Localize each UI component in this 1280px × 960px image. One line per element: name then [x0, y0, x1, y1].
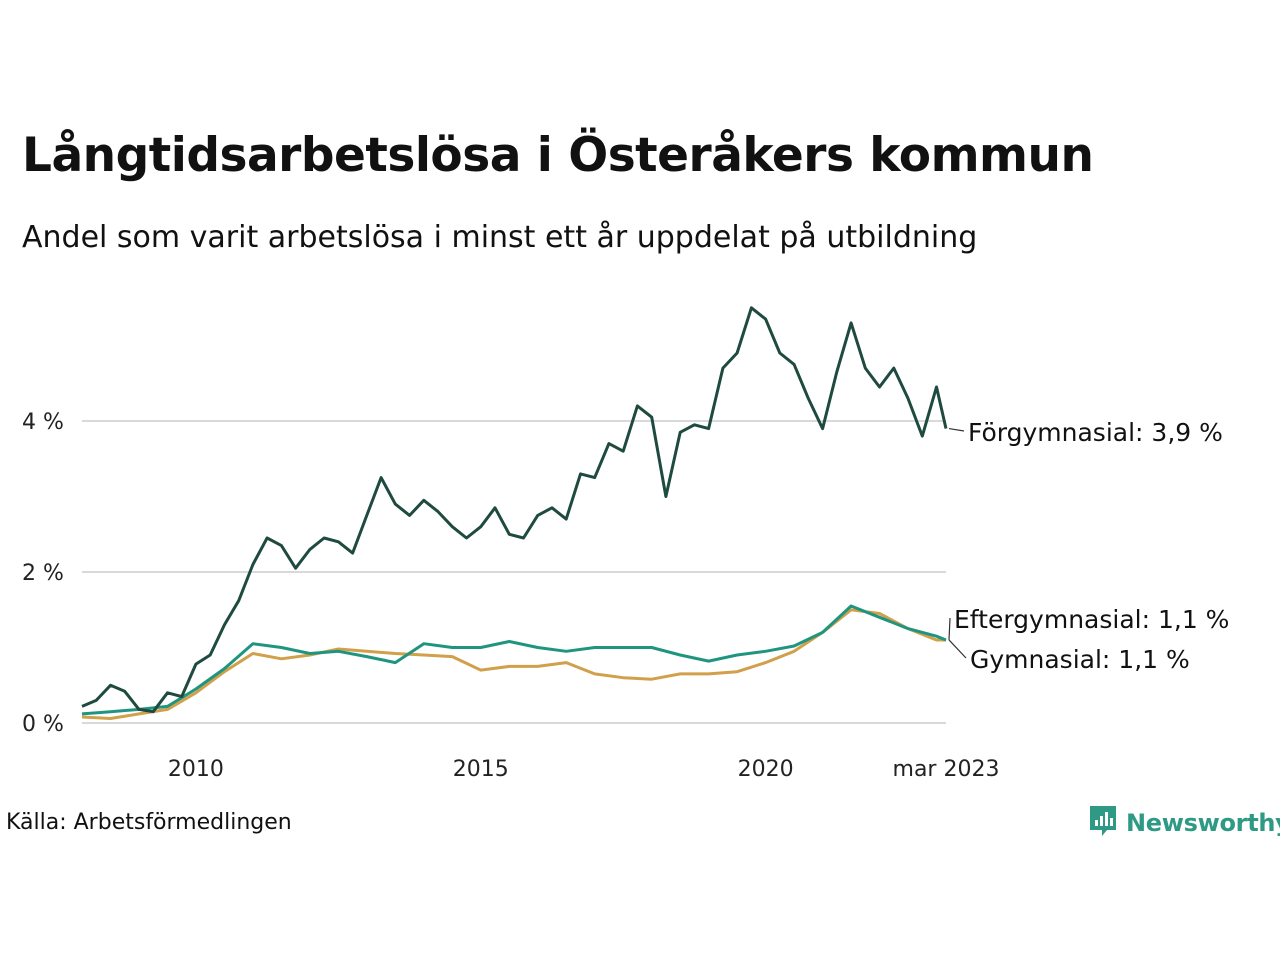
series-line-förgymnasial	[81, 306, 948, 714]
series-end-labels: Förgymnasial: 3,9 % Eftergymnasial: 1,1 %…	[948, 418, 1229, 674]
newsworthy-logo-icon	[1088, 804, 1118, 842]
source-note: Källa: Arbetsförmedlingen	[6, 810, 292, 835]
series-end-label: Gymnasial: 1,1 %	[970, 645, 1190, 674]
y-tick-label: 4 %	[22, 410, 64, 435]
series-lines	[81, 306, 948, 720]
chart-subtitle: Andel som varit arbetslösa i minst ett å…	[22, 220, 978, 255]
series-end-label: Eftergymnasial: 1,1 %	[954, 605, 1229, 634]
grid-lines	[82, 420, 946, 724]
series-end-label: Förgymnasial: 3,9 %	[968, 418, 1223, 447]
label-leader-line	[948, 639, 967, 659]
y-axis-ticks: 0 % 2 % 4 %	[22, 410, 64, 737]
label-leader-line	[948, 427, 965, 432]
x-tick-label: 2015	[453, 757, 509, 782]
x-tick-label: 2010	[168, 757, 224, 782]
y-tick-label: 0 %	[22, 712, 64, 737]
line-chart: 0 % 2 % 4 % 2010 2015 2020 mar 2023 Förgymnas…	[22, 306, 1229, 782]
label-leader-line	[948, 617, 951, 640]
brand-logo[interactable]: Newsworthy	[1088, 804, 1280, 842]
x-tick-label: mar 2023	[893, 757, 1000, 782]
brand-name: Newsworthy	[1126, 809, 1280, 837]
x-axis-ticks: 2010 2015 2020 mar 2023	[168, 757, 1000, 782]
y-tick-label: 2 %	[22, 561, 64, 586]
series-line-eftergymnasial	[81, 604, 947, 716]
chart-title: Långtidsarbetslösa i Österåkers kommun	[22, 128, 1094, 183]
series-line-gymnasial	[81, 608, 946, 720]
x-tick-label: 2020	[738, 757, 794, 782]
